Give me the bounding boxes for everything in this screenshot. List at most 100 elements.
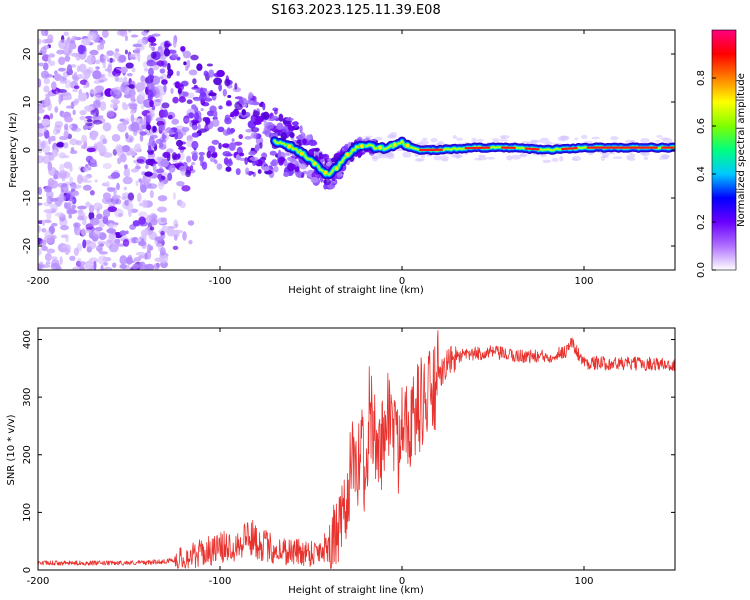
spectrogram-noise-blob [59, 225, 70, 231]
snr-plot-area [38, 330, 675, 569]
spectrogram-haze-blob [659, 137, 669, 141]
spectrogram-band-blob [208, 92, 217, 97]
spectrogram-noise-blob [82, 184, 92, 191]
spectrogram-y-tick-label: 20 [22, 48, 33, 61]
colorbar-tick-label: 0.6 [696, 118, 707, 134]
spectrogram-band-blob [212, 151, 218, 158]
spectrogram-noise-blob [88, 211, 95, 221]
spectrogram-band-blob [177, 146, 187, 151]
spectrogram-noise-blob [181, 185, 191, 192]
spectrogram-band-blob [167, 172, 173, 181]
spectrogram-haze-blob [626, 155, 631, 160]
spectrogram-band-blob [173, 162, 182, 168]
spectrogram-noise-blob [43, 77, 50, 85]
spectrogram-noise-blob [38, 38, 42, 45]
spectrogram-ridge-knot [286, 143, 293, 150]
spectrogram-noise-blob [139, 133, 144, 142]
spectrogram-band-blob [175, 139, 183, 147]
spectrogram-noise-blob [88, 204, 95, 213]
spectrogram-haze-blob [420, 153, 425, 159]
spectrogram-noise-blob [54, 212, 65, 217]
spectrogram-band-blob [259, 142, 263, 149]
spectrogram-noise-blob [103, 193, 112, 199]
spectrogram-noise-blob [141, 30, 149, 36]
spectrogram-haze-blob [499, 139, 508, 142]
spectrogram-noise-blob [138, 211, 148, 218]
spectrogram-noise-blob [116, 77, 126, 83]
spectrogram-noise-blob [129, 56, 137, 60]
spectrogram-noise-blob [81, 228, 86, 236]
spectrogram-noise-blob [107, 239, 117, 244]
spectrogram-haze-blob [471, 137, 477, 144]
spectrogram-band-blob [232, 108, 240, 117]
spectrogram-haze-blob [476, 138, 484, 142]
colorbar-frame [711, 29, 737, 271]
spectrogram-haze-blob [456, 137, 463, 141]
spectrogram-haze-blob [441, 158, 449, 162]
spectrogram-noise-blob [96, 213, 103, 220]
spectrogram-noise-blob [54, 120, 64, 128]
spectrogram-band-blob [283, 171, 290, 177]
snr-y-tick-label: 0 [22, 567, 33, 573]
spectrogram-noise-blob [139, 180, 144, 190]
spectrogram-noise-blob [84, 105, 94, 112]
spectrogram-noise-blob [48, 137, 56, 142]
spectrogram-band-blob [270, 115, 279, 120]
spectrogram-band-blob [280, 131, 288, 141]
spectrogram-noise-blob [79, 265, 85, 270]
spectrogram-noise-blob [109, 57, 113, 64]
spectrogram-haze-blob [402, 151, 412, 158]
spectrogram-haze-blob [372, 155, 378, 162]
spectrogram-band-blob [257, 169, 262, 174]
spectrogram-noise-blob [101, 60, 107, 66]
spectrogram-noise-blob [123, 169, 131, 178]
spectrogram-band-blob [287, 122, 292, 131]
spectrogram-x-tick-label: -200 [27, 276, 50, 287]
spectrogram-noise-blob [110, 172, 121, 179]
spectrogram-band-blob [244, 136, 253, 140]
spectrogram-hot-segment [561, 146, 578, 151]
spectrogram-noise-blob [72, 88, 79, 93]
spectrogram-noise-blob [86, 118, 93, 123]
spectrogram-band-blob [289, 132, 295, 139]
spectrogram-y-tick-label: -20 [22, 238, 33, 254]
spectrogram-noise-blob [129, 110, 135, 115]
spectrogram-haze-blob [542, 159, 552, 164]
snr-y-ticks: 0 100 200 300 400 [22, 330, 675, 573]
spectrogram-haze-blob [656, 135, 663, 138]
spectrogram-band-blob [174, 130, 179, 140]
spectrogram-noise-blob [102, 215, 109, 225]
spectrogram-noise-blob [131, 67, 136, 73]
spectrogram-band-blob [222, 151, 232, 157]
spectrogram-band-blob [248, 150, 256, 156]
spectrogram-band-blob [181, 126, 190, 132]
spectrogram-band-blob [269, 150, 277, 156]
spectrogram-noise-blob [44, 38, 53, 44]
spectrogram-noise-blob [116, 183, 120, 191]
spectrogram-noise-blob [71, 204, 77, 210]
spectrogram-noise-blob [101, 197, 112, 205]
spectrogram-noise-blob [103, 266, 113, 270]
spectrogram-band-blob [222, 129, 230, 136]
spectrogram-band-blob [200, 108, 204, 112]
spectrogram-noise-blob [99, 101, 107, 112]
spectrogram-noise-blob [68, 214, 72, 219]
spectrogram-haze-blob [591, 136, 601, 140]
spectrogram-noise-blob [77, 44, 85, 55]
spectrogram-noise-blob [153, 263, 160, 270]
spectrogram-noise-blob [46, 210, 52, 221]
spectrogram-noise-blob [106, 228, 117, 234]
spectrogram-noise-blob [112, 262, 117, 268]
spectrogram-band-blob [235, 168, 241, 176]
spectrogram-noise-blob [69, 124, 73, 129]
spectrogram-noise-blob [130, 93, 136, 103]
spectrogram-x-axis-label: Height of straight line (km) [288, 285, 424, 296]
spectrogram-band-blob [276, 122, 284, 131]
spectrogram-haze-blob [422, 137, 428, 141]
spectrogram-band-blob [193, 112, 200, 121]
spectrogram-haze-blob [545, 141, 554, 145]
snr-y-tick-label: 300 [22, 388, 33, 407]
spectrogram-band-blob [295, 170, 302, 178]
snr-x-ticks: -200 -100 0 100 [27, 328, 594, 587]
spectrogram-noise-blob [94, 85, 105, 93]
